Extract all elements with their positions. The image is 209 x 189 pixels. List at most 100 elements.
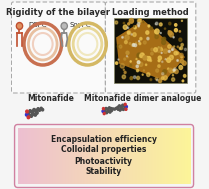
Circle shape (180, 59, 184, 63)
Circle shape (27, 112, 30, 114)
Circle shape (146, 31, 149, 34)
Circle shape (155, 29, 159, 34)
Circle shape (173, 37, 174, 38)
Circle shape (132, 44, 135, 46)
Circle shape (174, 46, 175, 47)
Circle shape (162, 40, 166, 45)
Circle shape (125, 108, 127, 110)
Circle shape (125, 35, 129, 40)
Circle shape (161, 52, 162, 53)
Circle shape (61, 22, 67, 29)
Circle shape (42, 108, 44, 111)
Text: Colloidal properties: Colloidal properties (61, 146, 146, 154)
Circle shape (102, 110, 104, 112)
Circle shape (107, 108, 109, 110)
Circle shape (172, 78, 175, 81)
Polygon shape (116, 20, 185, 81)
Circle shape (168, 31, 169, 32)
Circle shape (141, 53, 144, 57)
Circle shape (130, 77, 133, 79)
Circle shape (179, 65, 183, 70)
Circle shape (140, 53, 144, 58)
Circle shape (134, 26, 136, 29)
Circle shape (26, 110, 28, 113)
Circle shape (172, 56, 173, 57)
Circle shape (123, 25, 127, 29)
Circle shape (163, 49, 167, 53)
Circle shape (128, 23, 130, 25)
Circle shape (139, 41, 140, 42)
Circle shape (151, 48, 153, 51)
Circle shape (179, 31, 181, 32)
Circle shape (172, 75, 173, 76)
Circle shape (126, 51, 129, 54)
Circle shape (35, 109, 38, 112)
Circle shape (36, 112, 38, 114)
Circle shape (130, 61, 131, 62)
FancyBboxPatch shape (105, 2, 196, 93)
Circle shape (121, 108, 122, 110)
Circle shape (127, 57, 128, 58)
Circle shape (174, 51, 177, 55)
Circle shape (105, 108, 107, 110)
Circle shape (140, 37, 142, 40)
Circle shape (164, 76, 167, 80)
Circle shape (174, 68, 176, 70)
Circle shape (182, 61, 186, 65)
Circle shape (137, 22, 140, 25)
Circle shape (119, 109, 121, 111)
Circle shape (173, 70, 176, 73)
Circle shape (33, 108, 35, 111)
Circle shape (184, 74, 186, 77)
Circle shape (117, 106, 119, 108)
Circle shape (117, 45, 120, 48)
Circle shape (147, 37, 149, 40)
Circle shape (40, 107, 42, 110)
Circle shape (34, 113, 37, 116)
Circle shape (122, 104, 124, 106)
Circle shape (158, 79, 162, 83)
Circle shape (158, 56, 162, 60)
Circle shape (172, 49, 173, 50)
FancyBboxPatch shape (11, 2, 105, 93)
Circle shape (150, 79, 152, 81)
Circle shape (169, 32, 173, 37)
Circle shape (155, 35, 158, 39)
Circle shape (172, 48, 174, 50)
Text: Mitonafide: Mitonafide (27, 94, 74, 103)
Circle shape (114, 108, 116, 110)
Circle shape (138, 61, 140, 64)
Circle shape (167, 58, 171, 62)
Circle shape (157, 47, 161, 52)
Circle shape (137, 61, 140, 64)
Circle shape (118, 59, 119, 60)
Circle shape (175, 29, 177, 32)
Circle shape (168, 31, 172, 35)
Circle shape (137, 53, 141, 58)
Circle shape (30, 115, 33, 117)
Circle shape (107, 108, 109, 110)
Circle shape (175, 69, 178, 74)
Circle shape (168, 45, 171, 48)
Circle shape (127, 32, 130, 34)
Circle shape (182, 80, 184, 82)
Circle shape (122, 108, 124, 110)
Circle shape (111, 109, 112, 112)
Circle shape (150, 27, 153, 30)
Circle shape (32, 113, 34, 115)
Circle shape (120, 106, 122, 108)
Circle shape (120, 106, 122, 108)
Circle shape (138, 19, 141, 23)
Circle shape (103, 109, 106, 111)
Circle shape (124, 58, 126, 60)
Circle shape (117, 108, 119, 110)
Circle shape (155, 34, 156, 35)
Circle shape (108, 107, 110, 109)
Circle shape (143, 56, 147, 60)
Circle shape (125, 105, 127, 108)
Circle shape (134, 26, 135, 27)
Circle shape (177, 60, 178, 61)
Text: SoyPC: SoyPC (70, 22, 91, 28)
Circle shape (124, 105, 126, 107)
Circle shape (29, 110, 31, 112)
